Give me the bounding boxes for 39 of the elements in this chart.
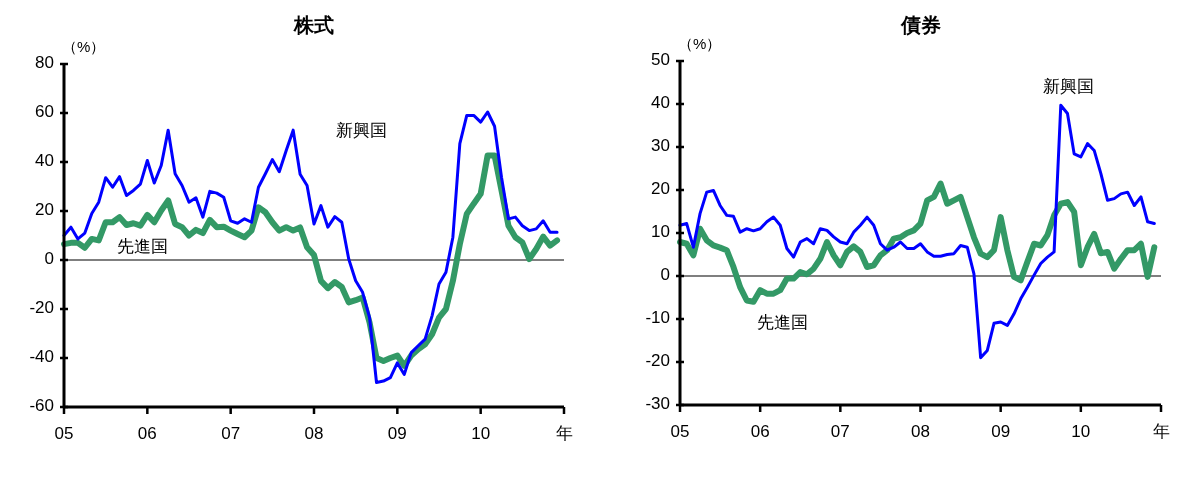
x-tick-label: 07 xyxy=(830,422,850,441)
y-tick-label: 80 xyxy=(35,53,54,73)
y-tick-label: 0 xyxy=(660,265,670,285)
y-tick-label: -30 xyxy=(645,394,670,414)
x-tick-label: 05 xyxy=(54,424,74,443)
text: 新興国 xyxy=(336,121,387,141)
y-tick-label: -40 xyxy=(29,347,54,367)
y-tick-label: 20 xyxy=(651,179,670,199)
y-tick-label: 60 xyxy=(35,102,54,122)
y-tick-label: 40 xyxy=(35,151,54,171)
x-tick-label: 年 xyxy=(1152,422,1170,441)
y-axis-title: （%） xyxy=(62,38,106,55)
y-tick-label: -20 xyxy=(645,351,670,371)
series-label: 先進国 xyxy=(117,237,168,257)
y-tick-label: -20 xyxy=(29,298,54,318)
y-tick-label: 30 xyxy=(651,136,670,156)
y-tick-label: 0 xyxy=(44,249,54,269)
chart-title: 債券 xyxy=(899,14,941,36)
x-tick-label: 06 xyxy=(137,424,157,443)
x-tick-label: 08 xyxy=(911,422,930,441)
series-label: 新興国 xyxy=(1043,76,1095,96)
chart-title: 株式 xyxy=(293,14,334,36)
x-tick-label: 09 xyxy=(387,424,407,443)
x-tick-label: 05 xyxy=(670,422,690,441)
x-tick-label: 08 xyxy=(304,424,324,443)
y-tick-label: 10 xyxy=(651,222,670,242)
x-tick-label: 年 xyxy=(555,424,573,443)
x-tick-label: 06 xyxy=(750,422,770,441)
x-tick-label: 07 xyxy=(221,424,241,443)
x-tick-label: 10 xyxy=(1071,422,1091,441)
x-tick-label: 10 xyxy=(471,424,491,443)
y-tick-label: 50 xyxy=(651,50,670,70)
x-tick-label: 09 xyxy=(991,422,1011,441)
y-tick-label: 20 xyxy=(35,200,54,220)
y-axis-title: （%） xyxy=(678,35,722,52)
series-label: 先進国 xyxy=(756,312,808,332)
y-tick-label: -60 xyxy=(29,396,54,416)
y-tick-label: 40 xyxy=(651,93,670,113)
y-tick-label: -10 xyxy=(645,308,670,328)
